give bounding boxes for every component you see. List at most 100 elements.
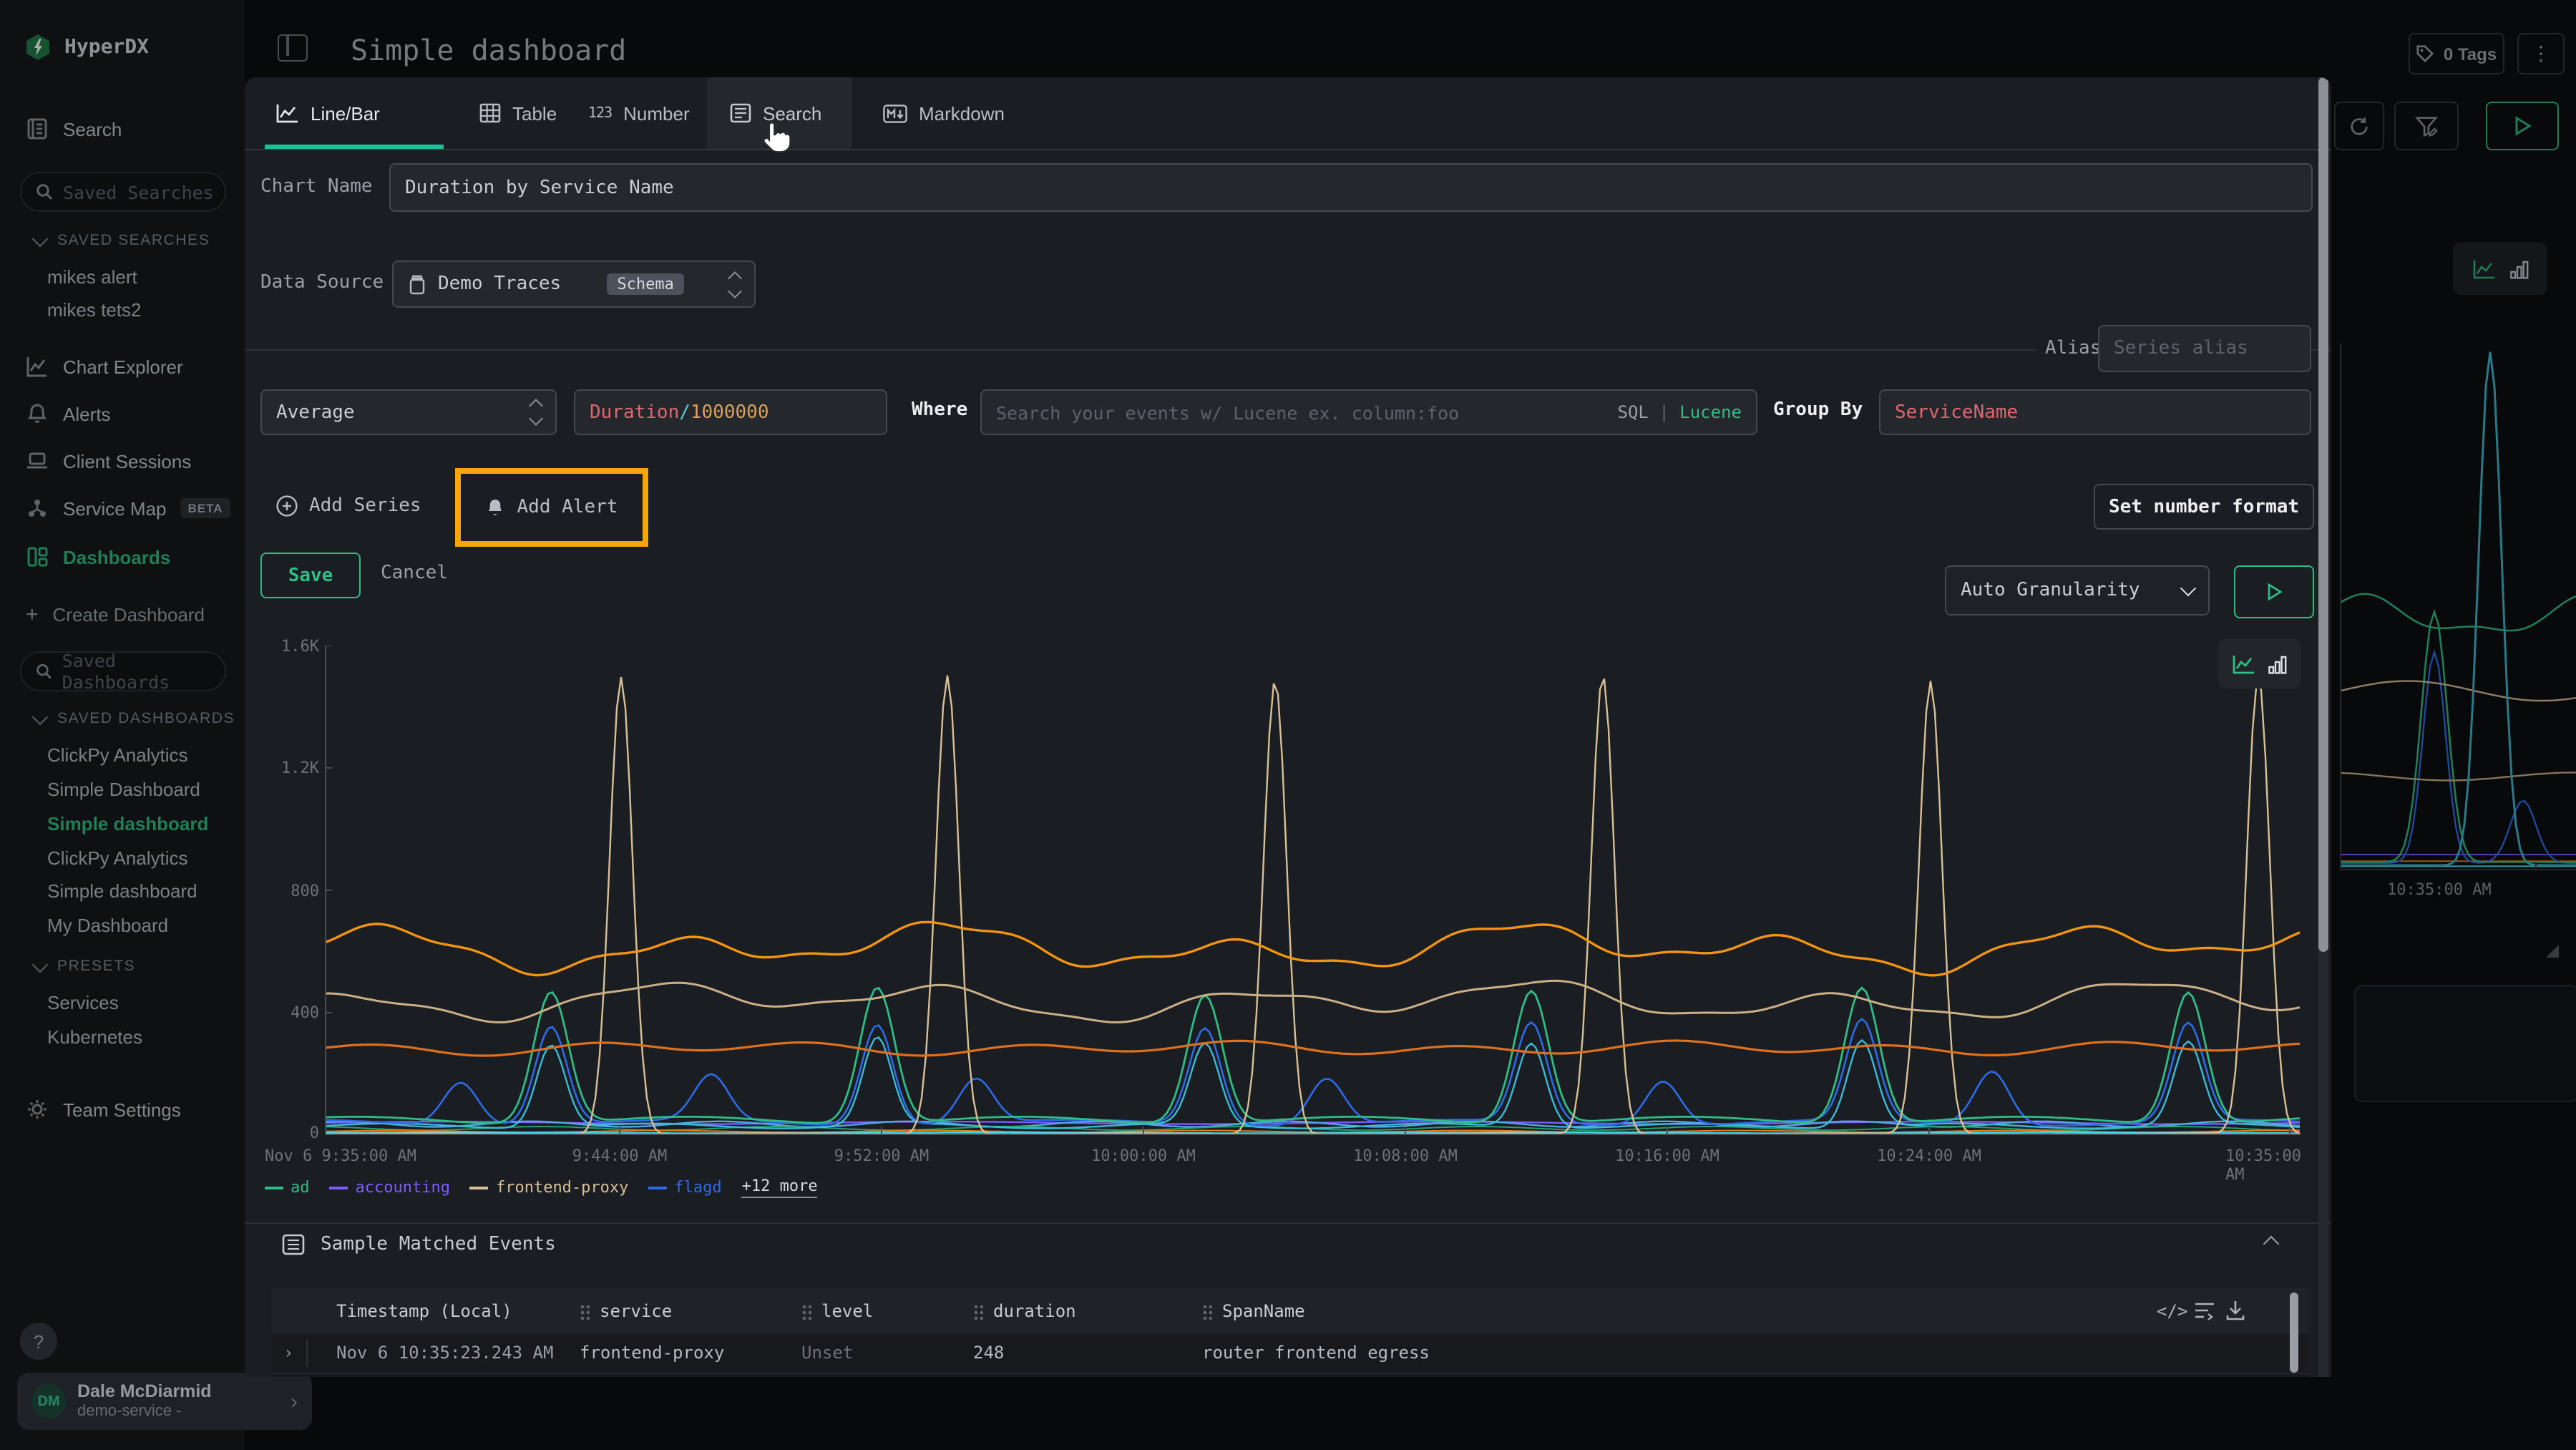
add-series-button[interactable]: Add Series [276, 484, 421, 527]
tab-line-bar[interactable]: Line/Bar [276, 77, 380, 149]
legend-more-link[interactable]: +12 more [741, 1177, 818, 1198]
background-chart [2340, 344, 2576, 870]
bar-chart-icon [2509, 260, 2528, 278]
table-row[interactable]: › Nov 6 10:35:23.243 AM frontend-proxy U… [272, 1373, 2308, 1377]
collapse-panel-icon[interactable] [278, 34, 308, 62]
add-alert-highlight-box: Add Alert [455, 468, 648, 547]
legend-item[interactable]: flagd [648, 1178, 722, 1197]
expand-row-chevron[interactable]: › [283, 1343, 294, 1363]
create-dashboard-button[interactable]: + Create Dashboard [26, 602, 205, 626]
wrap-lines-icon[interactable] [2194, 1300, 2215, 1321]
code-view-icon[interactable]: </> [2157, 1301, 2188, 1321]
data-source-label: Data Source [260, 272, 384, 293]
more-menu-button[interactable]: ⋮ [2517, 33, 2565, 74]
run-query-button[interactable] [2486, 102, 2559, 150]
presets-header[interactable]: PRESETS [31, 955, 135, 975]
dashboard-item-active[interactable]: Simple dashboard [47, 813, 209, 835]
save-button[interactable]: Save [260, 553, 361, 598]
sidebar-item-team-settings[interactable]: Team Settings [0, 1091, 245, 1128]
sidebar-item-alerts[interactable]: Alerts [0, 395, 245, 432]
saved-searches-input[interactable]: Saved Searches [20, 172, 226, 212]
modal-scrollbar-thumb[interactable] [2318, 77, 2328, 952]
select-chevrons-icon [529, 399, 543, 426]
sidebar-item-search[interactable]: Search [0, 110, 245, 147]
col-level[interactable]: level [801, 1301, 873, 1321]
bar-chart-icon [2268, 655, 2287, 673]
series-tan-low [2340, 772, 2576, 782]
tab-number[interactable]: 123 Number [588, 102, 690, 124]
sidebar-item-dashboards[interactable]: Dashboards [0, 538, 245, 575]
cancel-button[interactable]: Cancel [381, 563, 448, 584]
dashboard-item[interactable]: My Dashboard [47, 915, 169, 936]
tags-button[interactable]: 0 Tags [2409, 33, 2504, 74]
granularity-select[interactable]: Auto Granularity [1945, 565, 2210, 615]
chevron-right-icon: › [291, 1389, 298, 1413]
resize-handle[interactable] [2546, 945, 2559, 958]
preset-item[interactable]: Services [47, 992, 119, 1013]
group-by-input[interactable]: ServiceName [1879, 389, 2311, 435]
tab-table[interactable]: Table [479, 77, 557, 149]
tab-search[interactable]: Search [730, 77, 821, 149]
alias-input[interactable]: Series alias [2098, 325, 2311, 372]
legend-item[interactable]: accounting [329, 1178, 450, 1197]
add-alert-button[interactable]: Add Alert [486, 497, 618, 518]
expr-field: Duration [590, 402, 680, 423]
legend-item[interactable]: ad [265, 1178, 310, 1197]
legend-item[interactable]: frontend-proxy [469, 1178, 628, 1197]
saved-search-item[interactable]: mikes alert [47, 266, 137, 288]
saved-search-item[interactable]: mikes tets2 [47, 299, 142, 321]
dashboard-item[interactable]: Simple dashboard [47, 880, 197, 902]
col-spanname[interactable]: SpanName [1202, 1301, 1305, 1321]
bell-icon [489, 500, 502, 515]
preset-item[interactable]: Kubernetes [47, 1026, 142, 1048]
data-source-select[interactable]: Demo Traces Schema [392, 261, 756, 308]
col-duration[interactable]: duration [973, 1301, 1076, 1321]
saved-dashboards-header[interactable]: SAVED DASHBOARDS [31, 708, 235, 727]
sidebar-item-service-map[interactable]: Service Map BETA [0, 490, 245, 527]
x-tick: 10:24:00 AM [1877, 1147, 1981, 1165]
aggregation-select[interactable]: Average [260, 389, 557, 435]
expression-input[interactable]: Duration/1000000 [574, 389, 887, 435]
duration-chart[interactable] [325, 646, 2301, 1135]
sample-events-header[interactable]: Sample Matched Events [282, 1234, 556, 1255]
col-service[interactable]: service [580, 1301, 672, 1321]
saved-dashboards-input[interactable]: Saved Dashboards [20, 650, 226, 693]
x-tick: 10:08:00 AM [1353, 1147, 1458, 1165]
chevron-down-icon [2180, 580, 2197, 597]
user-card[interactable]: DM Dale McDiarmid demo-service - › [17, 1373, 312, 1430]
set-number-format-button[interactable]: Set number format [2094, 484, 2314, 530]
help-button[interactable]: ? [20, 1323, 57, 1360]
select-chevrons-icon [728, 271, 742, 298]
filter-button[interactable] [2394, 102, 2459, 150]
chart-name-input[interactable]: Duration by Service Name [389, 163, 2313, 212]
col-timestamp[interactable]: Timestamp (Local) [336, 1301, 512, 1321]
schema-badge[interactable]: Schema [607, 273, 684, 295]
dashboard-item[interactable]: Simple Dashboard [47, 779, 200, 800]
lucene-toggle[interactable]: Lucene [1679, 402, 1742, 422]
tab-markdown[interactable]: Markdown [883, 77, 1005, 149]
download-icon[interactable] [2225, 1300, 2245, 1321]
sidebar-item-label: Search [63, 118, 122, 140]
chart-type-toggle[interactable] [2218, 638, 2301, 688]
mouse-cursor [763, 122, 790, 153]
line-chart-icon [2472, 260, 2494, 278]
collapse-events-chevron-icon[interactable] [2263, 1235, 2280, 1252]
run-chart-button[interactable] [2234, 565, 2314, 618]
bg-chart-type-toggle[interactable] [2453, 242, 2547, 295]
refresh-button[interactable] [2334, 102, 2384, 150]
where-search-input[interactable]: Search your events w/ Lucene ex. column:… [980, 389, 1757, 435]
sidebar-item-client-sessions[interactable]: Client Sessions [0, 442, 245, 480]
user-name: Dale McDiarmid [77, 1381, 212, 1402]
sidebar-item-chart-explorer[interactable]: Chart Explorer [0, 348, 245, 385]
table-scrollbar[interactable] [2290, 1293, 2298, 1373]
active-tab-underline [265, 145, 444, 149]
saved-searches-header[interactable]: SAVED SEARCHES [31, 230, 210, 249]
sql-toggle[interactable]: SQL [1617, 402, 1649, 422]
drag-handle-icon [973, 1304, 983, 1320]
brand[interactable]: HyperDX [0, 29, 245, 66]
dashboard-item[interactable]: ClickPy Analytics [47, 847, 188, 869]
dashboard-item[interactable]: ClickPy Analytics [47, 744, 188, 766]
x-tick: 9:52:00 AM [834, 1147, 930, 1165]
table-row[interactable]: › Nov 6 10:35:23.243 AM frontend-proxy U… [272, 1334, 2308, 1374]
